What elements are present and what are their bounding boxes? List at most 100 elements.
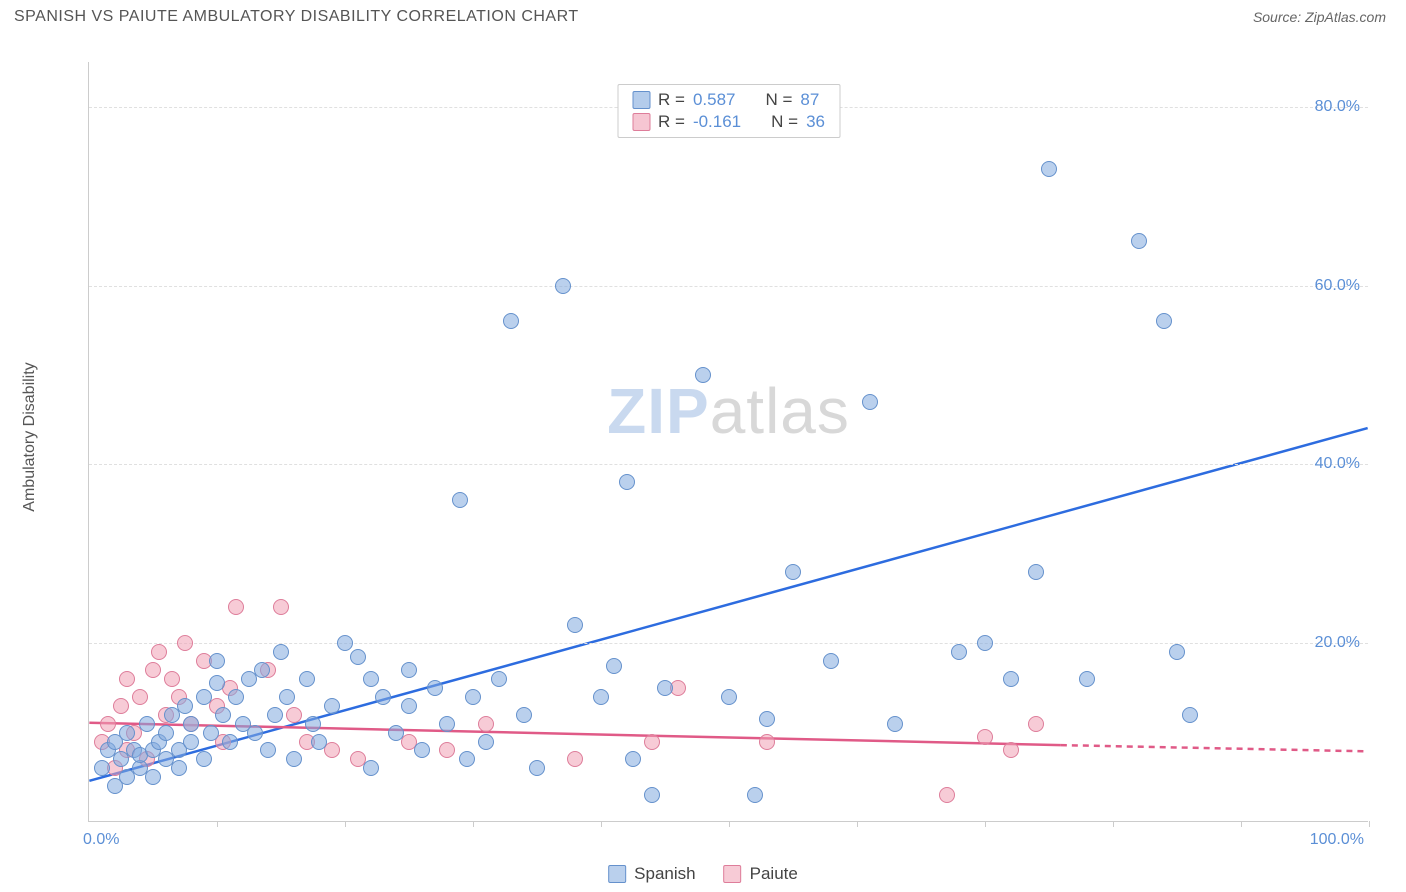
scatter-point-spanish [286, 751, 302, 767]
y-tick-label: 60.0% [1315, 277, 1360, 295]
legend-swatch [632, 91, 650, 109]
scatter-point-paiute [177, 635, 193, 651]
x-tick [345, 821, 346, 827]
scatter-point-spanish [1156, 313, 1172, 329]
watermark-atlas: atlas [710, 375, 850, 447]
scatter-point-spanish [247, 725, 263, 741]
scatter-point-spanish [503, 313, 519, 329]
source-attribution: Source: ZipAtlas.com [1253, 9, 1386, 25]
x-tick [985, 821, 986, 827]
scatter-point-paiute [100, 716, 116, 732]
trend-lines-svg [89, 62, 1368, 821]
scatter-point-spanish [139, 716, 155, 732]
chart-container: Ambulatory Disability ZIPatlas R =0.587N… [48, 42, 1388, 832]
scatter-point-spanish [478, 734, 494, 750]
scatter-point-spanish [324, 698, 340, 714]
scatter-point-spanish [529, 760, 545, 776]
scatter-point-spanish [414, 742, 430, 758]
scatter-point-spanish [260, 742, 276, 758]
x-axis-max-label: 100.0% [1310, 831, 1364, 849]
x-tick [857, 821, 858, 827]
scatter-point-paiute [151, 644, 167, 660]
legend-series-label: Spanish [634, 864, 695, 884]
scatter-point-spanish [203, 725, 219, 741]
scatter-point-spanish [196, 689, 212, 705]
scatter-point-paiute [145, 662, 161, 678]
scatter-point-spanish [158, 725, 174, 741]
x-tick [473, 821, 474, 827]
scatter-point-paiute [759, 734, 775, 750]
scatter-point-spanish [222, 734, 238, 750]
x-tick [1241, 821, 1242, 827]
scatter-point-spanish [1041, 161, 1057, 177]
scatter-point-spanish [337, 635, 353, 651]
scatter-point-spanish [1079, 671, 1095, 687]
watermark: ZIPatlas [607, 374, 850, 448]
gridline [89, 286, 1368, 287]
x-tick [601, 821, 602, 827]
legend-r-label: R = [658, 112, 685, 132]
x-axis-min-label: 0.0% [83, 831, 119, 849]
scatter-point-spanish [459, 751, 475, 767]
scatter-point-spanish [363, 671, 379, 687]
scatter-point-spanish [721, 689, 737, 705]
scatter-point-paiute [439, 742, 455, 758]
scatter-point-paiute [164, 671, 180, 687]
scatter-point-spanish [375, 689, 391, 705]
scatter-point-paiute [1003, 742, 1019, 758]
scatter-point-spanish [401, 698, 417, 714]
scatter-point-spanish [1131, 233, 1147, 249]
legend-n-label: N = [771, 112, 798, 132]
y-tick-label: 80.0% [1315, 98, 1360, 116]
scatter-point-spanish [94, 760, 110, 776]
scatter-point-paiute [939, 787, 955, 803]
scatter-point-spanish [119, 725, 135, 741]
scatter-point-spanish [388, 725, 404, 741]
scatter-point-spanish [695, 367, 711, 383]
scatter-point-paiute [273, 599, 289, 615]
scatter-point-spanish [267, 707, 283, 723]
scatter-point-spanish [644, 787, 660, 803]
scatter-point-spanish [657, 680, 673, 696]
scatter-point-spanish [196, 751, 212, 767]
legend-n-value: 87 [800, 90, 819, 110]
legend-series-label: Paiute [750, 864, 798, 884]
scatter-point-paiute [113, 698, 129, 714]
scatter-point-paiute [644, 734, 660, 750]
header: SPANISH VS PAIUTE AMBULATORY DISABILITY … [0, 0, 1406, 30]
scatter-point-spanish [401, 662, 417, 678]
scatter-point-paiute [132, 689, 148, 705]
legend-r-value: -0.161 [693, 112, 741, 132]
scatter-point-spanish [311, 734, 327, 750]
x-tick [1113, 821, 1114, 827]
scatter-point-spanish [593, 689, 609, 705]
legend-correlation: R =0.587N =87R =-0.161N =36 [617, 84, 840, 138]
scatter-point-spanish [785, 564, 801, 580]
scatter-point-paiute [567, 751, 583, 767]
legend-swatch [724, 865, 742, 883]
legend-r-label: R = [658, 90, 685, 110]
plot-area: ZIPatlas R =0.587N =87R =-0.161N =36 0.0… [88, 62, 1368, 822]
y-tick-label: 40.0% [1315, 455, 1360, 473]
x-tick [1369, 821, 1370, 827]
gridline [89, 464, 1368, 465]
scatter-point-spanish [759, 711, 775, 727]
scatter-point-spanish [427, 680, 443, 696]
scatter-point-spanish [177, 698, 193, 714]
scatter-point-spanish [183, 716, 199, 732]
scatter-point-spanish [516, 707, 532, 723]
scatter-point-spanish [465, 689, 481, 705]
chart-title: SPANISH VS PAIUTE AMBULATORY DISABILITY … [14, 8, 579, 26]
scatter-point-paiute [478, 716, 494, 732]
scatter-point-spanish [215, 707, 231, 723]
scatter-point-paiute [228, 599, 244, 615]
scatter-point-spanish [625, 751, 641, 767]
legend-row: R =0.587N =87 [632, 89, 825, 111]
legend-swatch [608, 865, 626, 883]
scatter-point-spanish [747, 787, 763, 803]
x-tick [729, 821, 730, 827]
scatter-point-spanish [145, 769, 161, 785]
scatter-point-spanish [555, 278, 571, 294]
scatter-point-spanish [279, 689, 295, 705]
scatter-point-spanish [567, 617, 583, 633]
